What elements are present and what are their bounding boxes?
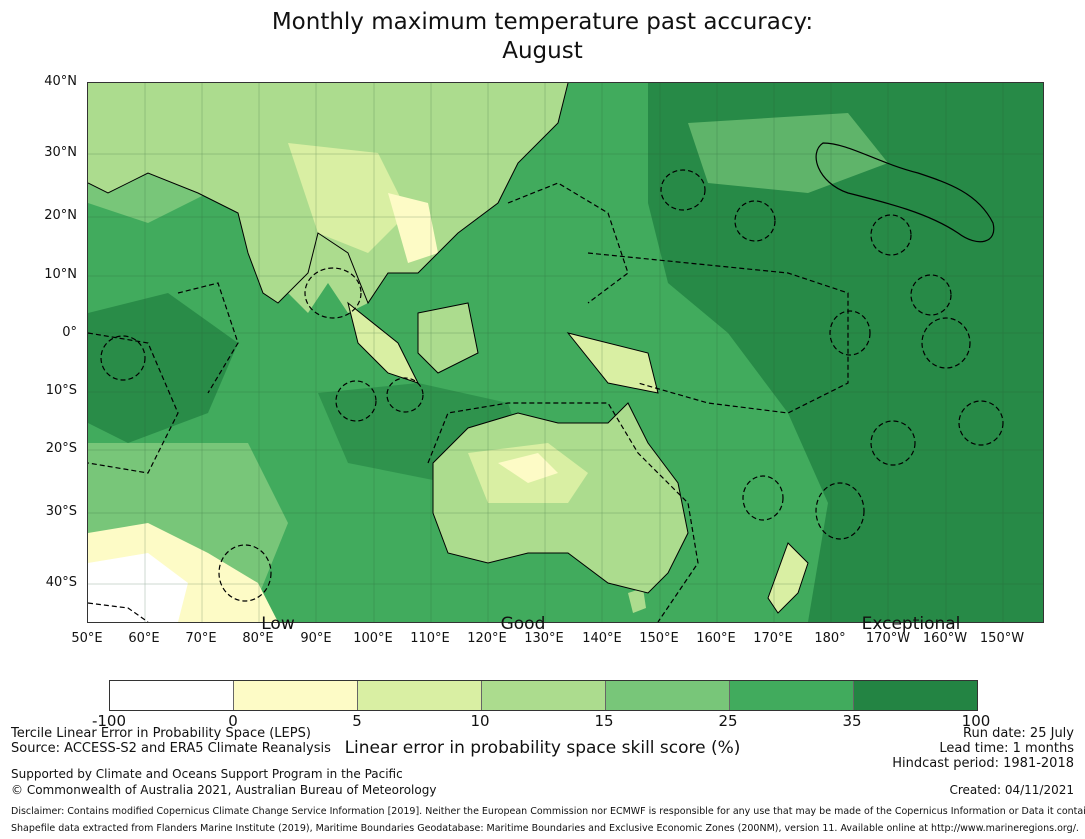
colorbar-label: Linear error in probability space skill … [344,738,741,758]
colorbar-tick: -100 [91,712,127,730]
colorbar-segment-1 [234,681,358,710]
australia-low [498,453,558,483]
india-land [238,213,318,303]
colorbar-tick: 100 [961,712,991,730]
lat-label-0: 0° [62,325,77,340]
lon-label: 170°E [753,631,793,646]
hindcast-text: Hindcast period: 1981-2018 [892,756,1074,771]
lon-label: 150°W [979,631,1025,646]
lon-label: 100°E [353,631,393,646]
lon-label: 180° [814,631,846,646]
lon-label: 70°E [185,631,217,646]
lon-label: 110°E [410,631,450,646]
lat-label-40n: 40°N [44,74,77,89]
graticule [88,83,1043,622]
lon-label: 120°E [467,631,507,646]
borneo [418,303,478,373]
chart-title: Monthly maximum temperature past accurac… [0,8,1085,66]
lon-label: 140°E [582,631,622,646]
lon-label: 160°W [922,631,968,646]
north-pacific-mid [688,113,888,193]
coastlines [88,83,809,614]
skill-map [87,82,1044,623]
colorbar-tick: 35 [842,712,862,730]
lon-label: 170°W [865,631,911,646]
lon-label: 160°E [696,631,736,646]
colorbar-tick: 0 [228,712,238,730]
lat-label-30n: 30°N [44,145,77,160]
run-date-text: Run date: 25 July [963,726,1074,741]
lead-time-text: Lead time: 1 months [939,741,1074,756]
lon-label: 80°E [242,631,274,646]
lon-label: 130°E [524,631,564,646]
tier-label-good: Good [500,614,546,634]
new-guinea [568,333,658,393]
skill-map-svg [88,83,1043,622]
indochina-low [388,193,438,263]
source-text: Source: ACCESS-S2 and ERA5 Climate Reana… [11,741,331,756]
tier-label-exceptional: Exceptional [861,614,961,634]
lat-label-30s: 30°S [45,504,77,519]
colorbar-tick: 25 [718,712,738,730]
sumatra [348,303,418,383]
lon-label: 150°E [639,631,679,646]
lat-label-10n: 10°N [44,267,77,282]
title-line-2: August [502,38,583,64]
method-text: Tercile Linear Error in Probability Spac… [11,726,311,741]
asia-interior-low [288,143,408,253]
new-zealand [768,543,808,613]
colorbar-segment-4 [606,681,730,710]
lat-label-10s: 10°S [45,383,77,398]
colorbar-segment-0 [110,681,234,710]
created-text: Created: 04/11/2021 [949,783,1074,797]
lat-label-20n: 20°N [44,208,77,223]
colorbar-tick: 5 [352,712,362,730]
colorbar-segment-6 [854,681,977,710]
disclaimer-text: Disclaimer: Contains modified Copernicus… [11,806,1085,817]
colorbar-tick: 15 [594,712,614,730]
copyright-text: © Commonwealth of Australia 2021, Austra… [11,783,437,797]
colorbar-segment-5 [730,681,854,710]
lon-label: 60°E [128,631,160,646]
lon-label: 50°E [71,631,103,646]
support-text: Supported by Climate and Oceans Support … [11,767,403,781]
lon-label: 90°E [300,631,332,646]
lat-label-20s: 20°S [45,441,77,456]
colorbar [109,680,978,711]
colorbar-segment-3 [482,681,606,710]
indian-ocean-high-skill [88,293,238,443]
eez-boundaries [88,169,1004,622]
pacific-high-skill [648,83,1043,622]
southwest-lowest-skill [88,553,188,622]
colorbar-segment-2 [358,681,482,710]
title-line-1: Monthly maximum temperature past accurac… [271,9,814,35]
hawaii-boundary [815,142,995,243]
shapefile-text: Shapefile data extracted from Flanders M… [11,823,1079,834]
tasmania [628,588,646,613]
lat-label-40s: 40°S [45,575,77,590]
colorbar-tick: 10 [470,712,490,730]
tier-label-low: Low [261,614,295,634]
